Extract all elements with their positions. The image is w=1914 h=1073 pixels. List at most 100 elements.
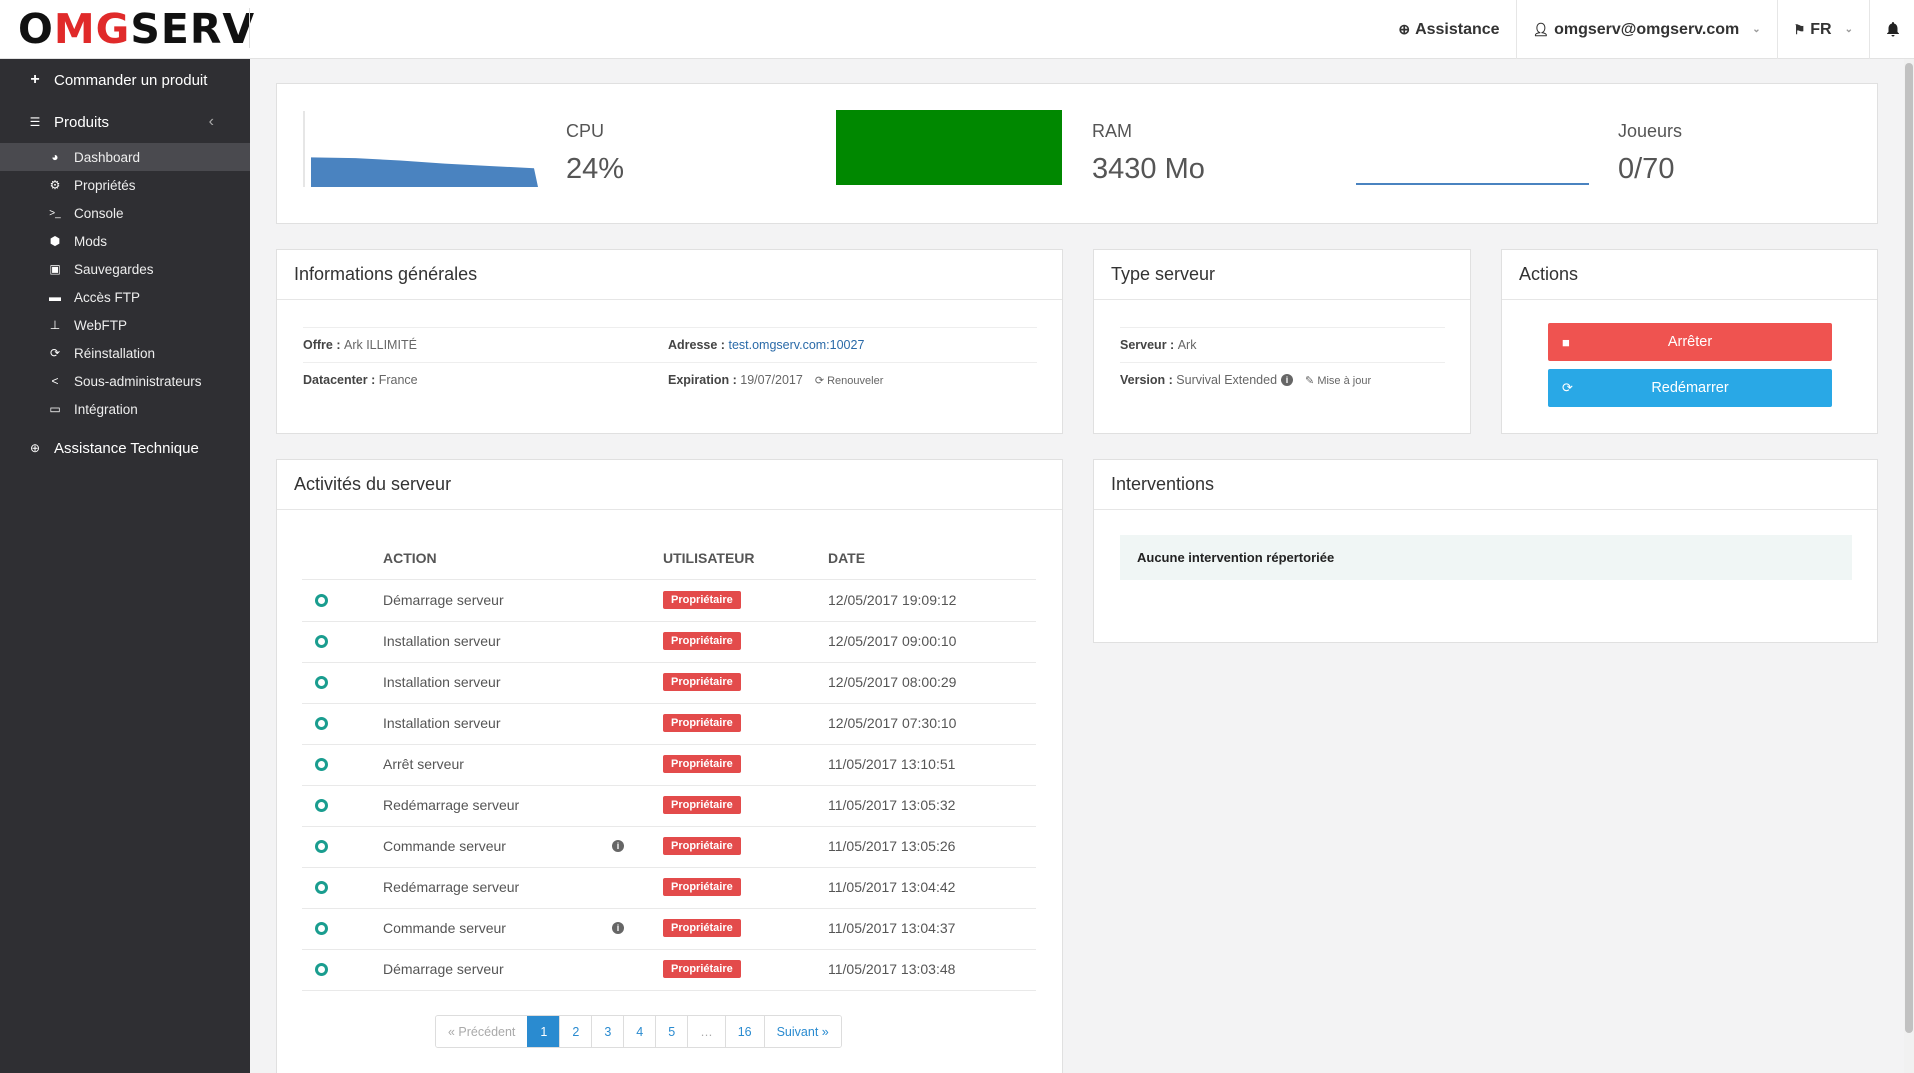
panel-title: Type serveur — [1094, 250, 1470, 300]
sidebar-item-sous-administrateurs[interactable]: < Sous-administrateurs — [0, 367, 250, 395]
logo-first: O — [18, 5, 54, 53]
expiration-label: Expiration : — [668, 373, 737, 387]
players-label: Joueurs — [1618, 121, 1683, 141]
row-date: 12/05/2017 07:30:10 — [828, 715, 957, 731]
sidebar-item-sauvegardes[interactable]: ▣ Sauvegardes — [0, 255, 250, 283]
bell-icon — [1887, 22, 1899, 37]
chevron-left-icon: ‹ — [208, 113, 214, 130]
terminal-icon: >_ — [49, 207, 61, 219]
assistance-label: Assistance — [1415, 20, 1500, 38]
omgserv-logo[interactable]: O MG SERV — [18, 5, 255, 53]
datacenter-label: Datacenter : — [303, 373, 376, 387]
pagination-prev[interactable]: « Précédent — [436, 1016, 528, 1047]
sidebar-item-console[interactable]: >_ Console — [0, 199, 250, 227]
scrollbar-thumb[interactable] — [1905, 63, 1913, 1033]
sidebar-item-products[interactable]: ☰ Produits ‹ — [0, 101, 250, 143]
pagination-page[interactable]: 2 — [559, 1016, 592, 1047]
sidebar-submenu: ◕ Dashboard ⚙ Propriétés >_ Console ⬢ Mods ▣ Sauv… — [0, 143, 250, 423]
refresh-icon: ⟳ — [814, 374, 825, 387]
players-value: 0/70 — [1618, 153, 1675, 185]
row-date: 11/05/2017 13:10:51 — [828, 756, 956, 772]
pagination-next[interactable]: Suivant » — [763, 1016, 841, 1047]
owner-badge: Propriétaire — [663, 796, 741, 814]
row-divider — [302, 867, 1036, 868]
row-date: 11/05/2017 13:04:37 — [828, 920, 956, 936]
status-circle-icon — [315, 881, 328, 894]
row-action: Commande serveur — [383, 838, 506, 854]
row-divider — [302, 621, 1036, 622]
sidebar-item-mods[interactable]: ⬢ Mods — [0, 227, 250, 255]
sidebar-item-support[interactable]: ⊕ Assistance Technique — [0, 427, 250, 469]
server-label: Serveur : — [1120, 338, 1175, 352]
stop-icon: ■ — [1562, 334, 1570, 350]
sidebar-item-label: Intégration — [74, 401, 138, 417]
cpu-sparkline — [303, 111, 538, 187]
status-circle-icon — [315, 799, 328, 812]
list-icon: ☰ — [29, 115, 41, 129]
sidebar-item-label: Dashboard — [74, 149, 141, 165]
sidebar-item-label: Sous-administrateurs — [74, 373, 202, 389]
notifications-button[interactable] — [1869, 0, 1914, 59]
renew-link[interactable]: ⟳ Renouveler — [815, 374, 884, 387]
row-date: 11/05/2017 13:04:42 — [828, 879, 956, 895]
status-circle-icon — [315, 963, 328, 976]
restart-button[interactable]: ⟳ Redémarrer — [1548, 369, 1832, 407]
user-icon: 👤︎ — [1532, 21, 1550, 37]
info-row: Serveur : Ark — [1120, 327, 1445, 362]
top-header: O MG SERV ⊕ Assistance 👤︎ omgserv@omgserv.… — [0, 0, 1914, 59]
sidebar-item-label: Sauvegardes — [74, 261, 154, 277]
column-header-date[interactable]: DATE — [828, 550, 866, 566]
row-divider — [302, 744, 1036, 745]
column-header-action[interactable]: ACTION — [383, 550, 437, 566]
sidebar-item-r-installation[interactable]: ⟳ Réinstallation — [0, 339, 250, 367]
sidebar-item-label: Propriétés — [74, 177, 136, 193]
info-row: Expiration : 19/07/2017 ⟳ Renouveler — [668, 362, 1037, 397]
logo-red: MG — [53, 5, 131, 53]
address-link[interactable]: test.omgserv.com:10027 — [728, 338, 865, 352]
language-menu[interactable]: ⚑ FR ⌄ — [1776, 0, 1869, 59]
server-type-panel: Type serveur Serveur : Ark Version : Sur… — [1093, 249, 1471, 434]
pagination-page[interactable]: 5 — [655, 1016, 688, 1047]
sidebar-item-acc-s-ftp[interactable]: ▬ Accès FTP — [0, 283, 250, 311]
sidebar-item-label: Commander un produit — [54, 71, 208, 89]
panel-title: Actions — [1502, 250, 1877, 300]
status-circle-icon — [315, 676, 328, 689]
chevron-down-icon: ⌄ — [1844, 24, 1853, 35]
general-info-panel: Informations générales Offre : Ark ILLIM… — [276, 249, 1063, 434]
sidebar-item-propri-t-s[interactable]: ⚙ Propriétés — [0, 171, 250, 199]
save-icon: ▣ — [49, 262, 61, 276]
sidebar-item-dashboard[interactable]: ◕ Dashboard — [0, 143, 250, 171]
sidebar-item-label: Assistance Technique — [54, 439, 199, 457]
panel-title: Activités du serveur — [277, 460, 1062, 510]
user-menu[interactable]: 👤︎ omgserv@omgserv.com ⌄ — [1515, 0, 1777, 59]
pagination-page[interactable]: 3 — [591, 1016, 624, 1047]
status-circle-icon — [315, 717, 328, 730]
refresh-icon: ⟳ — [1562, 380, 1573, 395]
info-icon[interactable]: i — [1281, 374, 1294, 386]
info-icon[interactable]: i — [612, 840, 624, 852]
pagination-page[interactable]: 1 — [527, 1016, 560, 1047]
stop-button[interactable]: ■ Arrêter — [1548, 323, 1832, 361]
offer-label: Offre : — [303, 338, 341, 352]
update-link[interactable]: ✎ Mise à jour — [1305, 374, 1371, 387]
info-row: Version : Survival Extended i ✎ Mise à j… — [1120, 362, 1445, 397]
pagination-page[interactable]: 4 — [623, 1016, 656, 1047]
row-action: Démarrage serveur — [383, 961, 504, 977]
assistance-link[interactable]: ⊕ Assistance — [1382, 0, 1515, 59]
version-value: Survival Extended — [1176, 373, 1278, 387]
empty-interventions-notice: Aucune intervention répertoriée — [1120, 535, 1852, 580]
pagination: « Précédent 1 2 3 4 5… 16 Suivant » — [435, 1015, 842, 1048]
page-scrollbar[interactable] — [1904, 59, 1914, 1073]
owner-badge: Propriétaire — [663, 673, 741, 691]
column-header-user[interactable]: UTILISATEUR — [663, 550, 755, 566]
sidebar-item-webftp[interactable]: ⊥ WebFTP — [0, 311, 250, 339]
pagination-page[interactable]: … — [687, 1016, 725, 1047]
datacenter-value: France — [378, 373, 418, 387]
info-icon[interactable]: i — [612, 922, 624, 934]
pagination-page[interactable]: 16 — [724, 1016, 764, 1047]
info-row: Adresse : test.omgserv.com:10027 — [668, 327, 1037, 362]
row-divider — [302, 785, 1036, 786]
sidebar-item-order[interactable]: + Commander un produit — [0, 59, 250, 101]
expiration-value: 19/07/2017 — [740, 373, 803, 387]
sidebar-item-int-gration[interactable]: ▭ Intégration — [0, 395, 250, 423]
